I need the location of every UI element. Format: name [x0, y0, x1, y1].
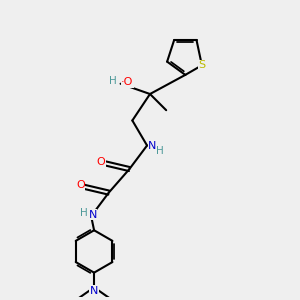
Text: O: O [76, 180, 85, 190]
Text: H: H [109, 76, 117, 86]
Text: H: H [80, 208, 88, 218]
Text: ·O: ·O [121, 77, 134, 87]
Text: N: N [88, 210, 97, 220]
Text: N: N [148, 140, 157, 151]
Text: H: H [156, 146, 164, 156]
Text: S: S [198, 60, 206, 70]
Text: N: N [90, 286, 98, 296]
Text: O: O [97, 157, 105, 167]
